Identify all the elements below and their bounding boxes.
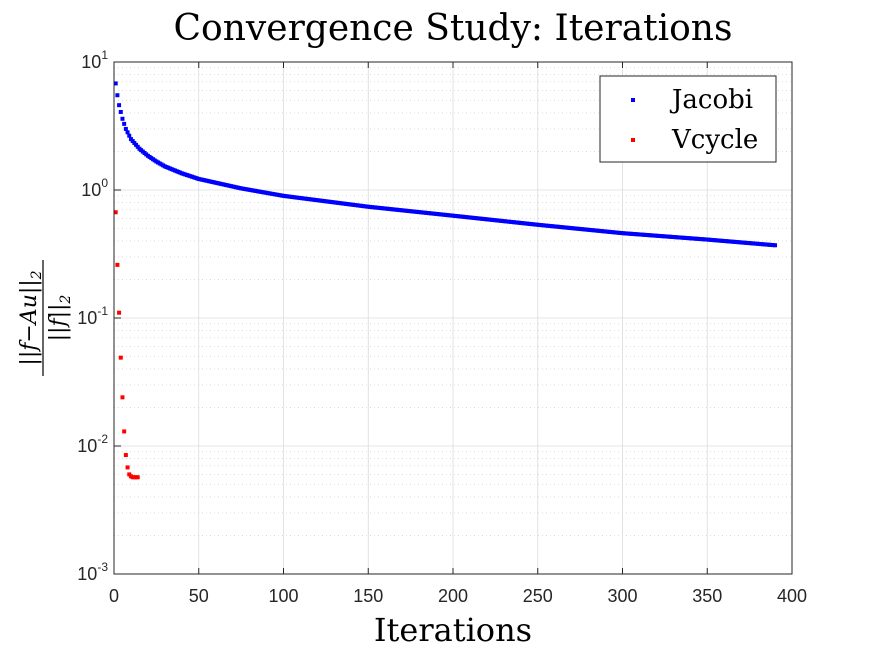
y-axis-label-denominator-sub: 2	[58, 295, 74, 305]
data-point-vcycle	[120, 395, 125, 400]
y-tick-label-exponent: -1	[97, 304, 108, 318]
x-tick-label: 350	[692, 586, 722, 606]
y-tick-label-base: 10	[77, 308, 97, 328]
data-point-jacobi	[127, 133, 132, 138]
data-point-jacobi	[123, 126, 128, 131]
x-tick-label: 200	[438, 586, 468, 606]
data-point-vcycle	[123, 453, 128, 458]
x-tick-label: 50	[189, 586, 209, 606]
data-point-vcycle	[125, 465, 130, 470]
data-marks	[113, 81, 778, 480]
y-tick-label-base: 10	[81, 52, 101, 72]
data-point-jacobi	[120, 116, 125, 121]
data-point-vcycle	[122, 429, 127, 434]
series-vcycle	[113, 210, 140, 480]
y-tick-label: 100	[81, 176, 108, 200]
data-point-jacobi	[773, 243, 778, 248]
y-tick-label: 10-3	[77, 560, 108, 584]
legend-box	[599, 75, 777, 163]
data-point-jacobi	[118, 109, 123, 114]
y-tick-label-exponent: -3	[97, 560, 108, 574]
x-tick-label: 250	[523, 586, 553, 606]
legend-label-vcycle: Vcycle	[671, 125, 758, 155]
x-tick-label: 150	[353, 586, 383, 606]
data-point-jacobi	[117, 103, 122, 108]
y-axis-label-denominator: ||f||	[46, 304, 71, 342]
data-point-vcycle	[115, 262, 120, 267]
y-tick-label-exponent: -2	[97, 432, 108, 446]
data-point-vcycle	[113, 210, 118, 215]
legend: Jacobi Vcycle	[599, 75, 777, 163]
data-point-jacobi	[125, 130, 130, 135]
y-axis-label-numerator-sub: 2	[29, 270, 45, 280]
data-point-jacobi	[115, 93, 120, 98]
legend-label-jacobi: Jacobi	[669, 85, 753, 115]
data-point-jacobi	[113, 81, 118, 86]
y-tick-label: 10-2	[77, 432, 108, 456]
y-axis-label-numerator: ||f−Au||	[17, 279, 42, 365]
y-tick-label: 101	[81, 48, 108, 72]
series-jacobi	[113, 81, 778, 248]
data-point-vcycle	[117, 310, 122, 315]
x-tick-label: 300	[607, 586, 637, 606]
x-axis-label: Iterations	[374, 611, 532, 649]
data-point-vcycle	[118, 355, 123, 360]
x-axis-ticks: 0 50 100 150 200 250 300 350 400	[109, 62, 807, 606]
data-point-jacobi	[122, 121, 127, 126]
data-point-vcycle	[135, 475, 140, 480]
y-tick-label-exponent: 1	[101, 48, 108, 62]
y-tick-label-exponent: 0	[101, 176, 108, 190]
x-tick-label: 0	[109, 586, 119, 606]
svg-text:||f||2: ||f||2	[46, 295, 74, 342]
y-tick-label: 10-1	[77, 304, 108, 328]
x-tick-label: 400	[777, 586, 807, 606]
y-tick-label-base: 10	[77, 564, 97, 584]
svg-text:||f−Au||2: ||f−Au||2	[17, 270, 45, 365]
y-tick-label-base: 10	[77, 436, 97, 456]
legend-marker-jacobi	[631, 98, 635, 102]
x-tick-label: 100	[268, 586, 298, 606]
chart-title: Convergence Study: Iterations	[174, 8, 733, 49]
y-axis-label: ||f−Au||2 ||f||2	[17, 260, 74, 376]
legend-marker-vcycle	[631, 138, 635, 142]
y-tick-label-base: 10	[81, 180, 101, 200]
